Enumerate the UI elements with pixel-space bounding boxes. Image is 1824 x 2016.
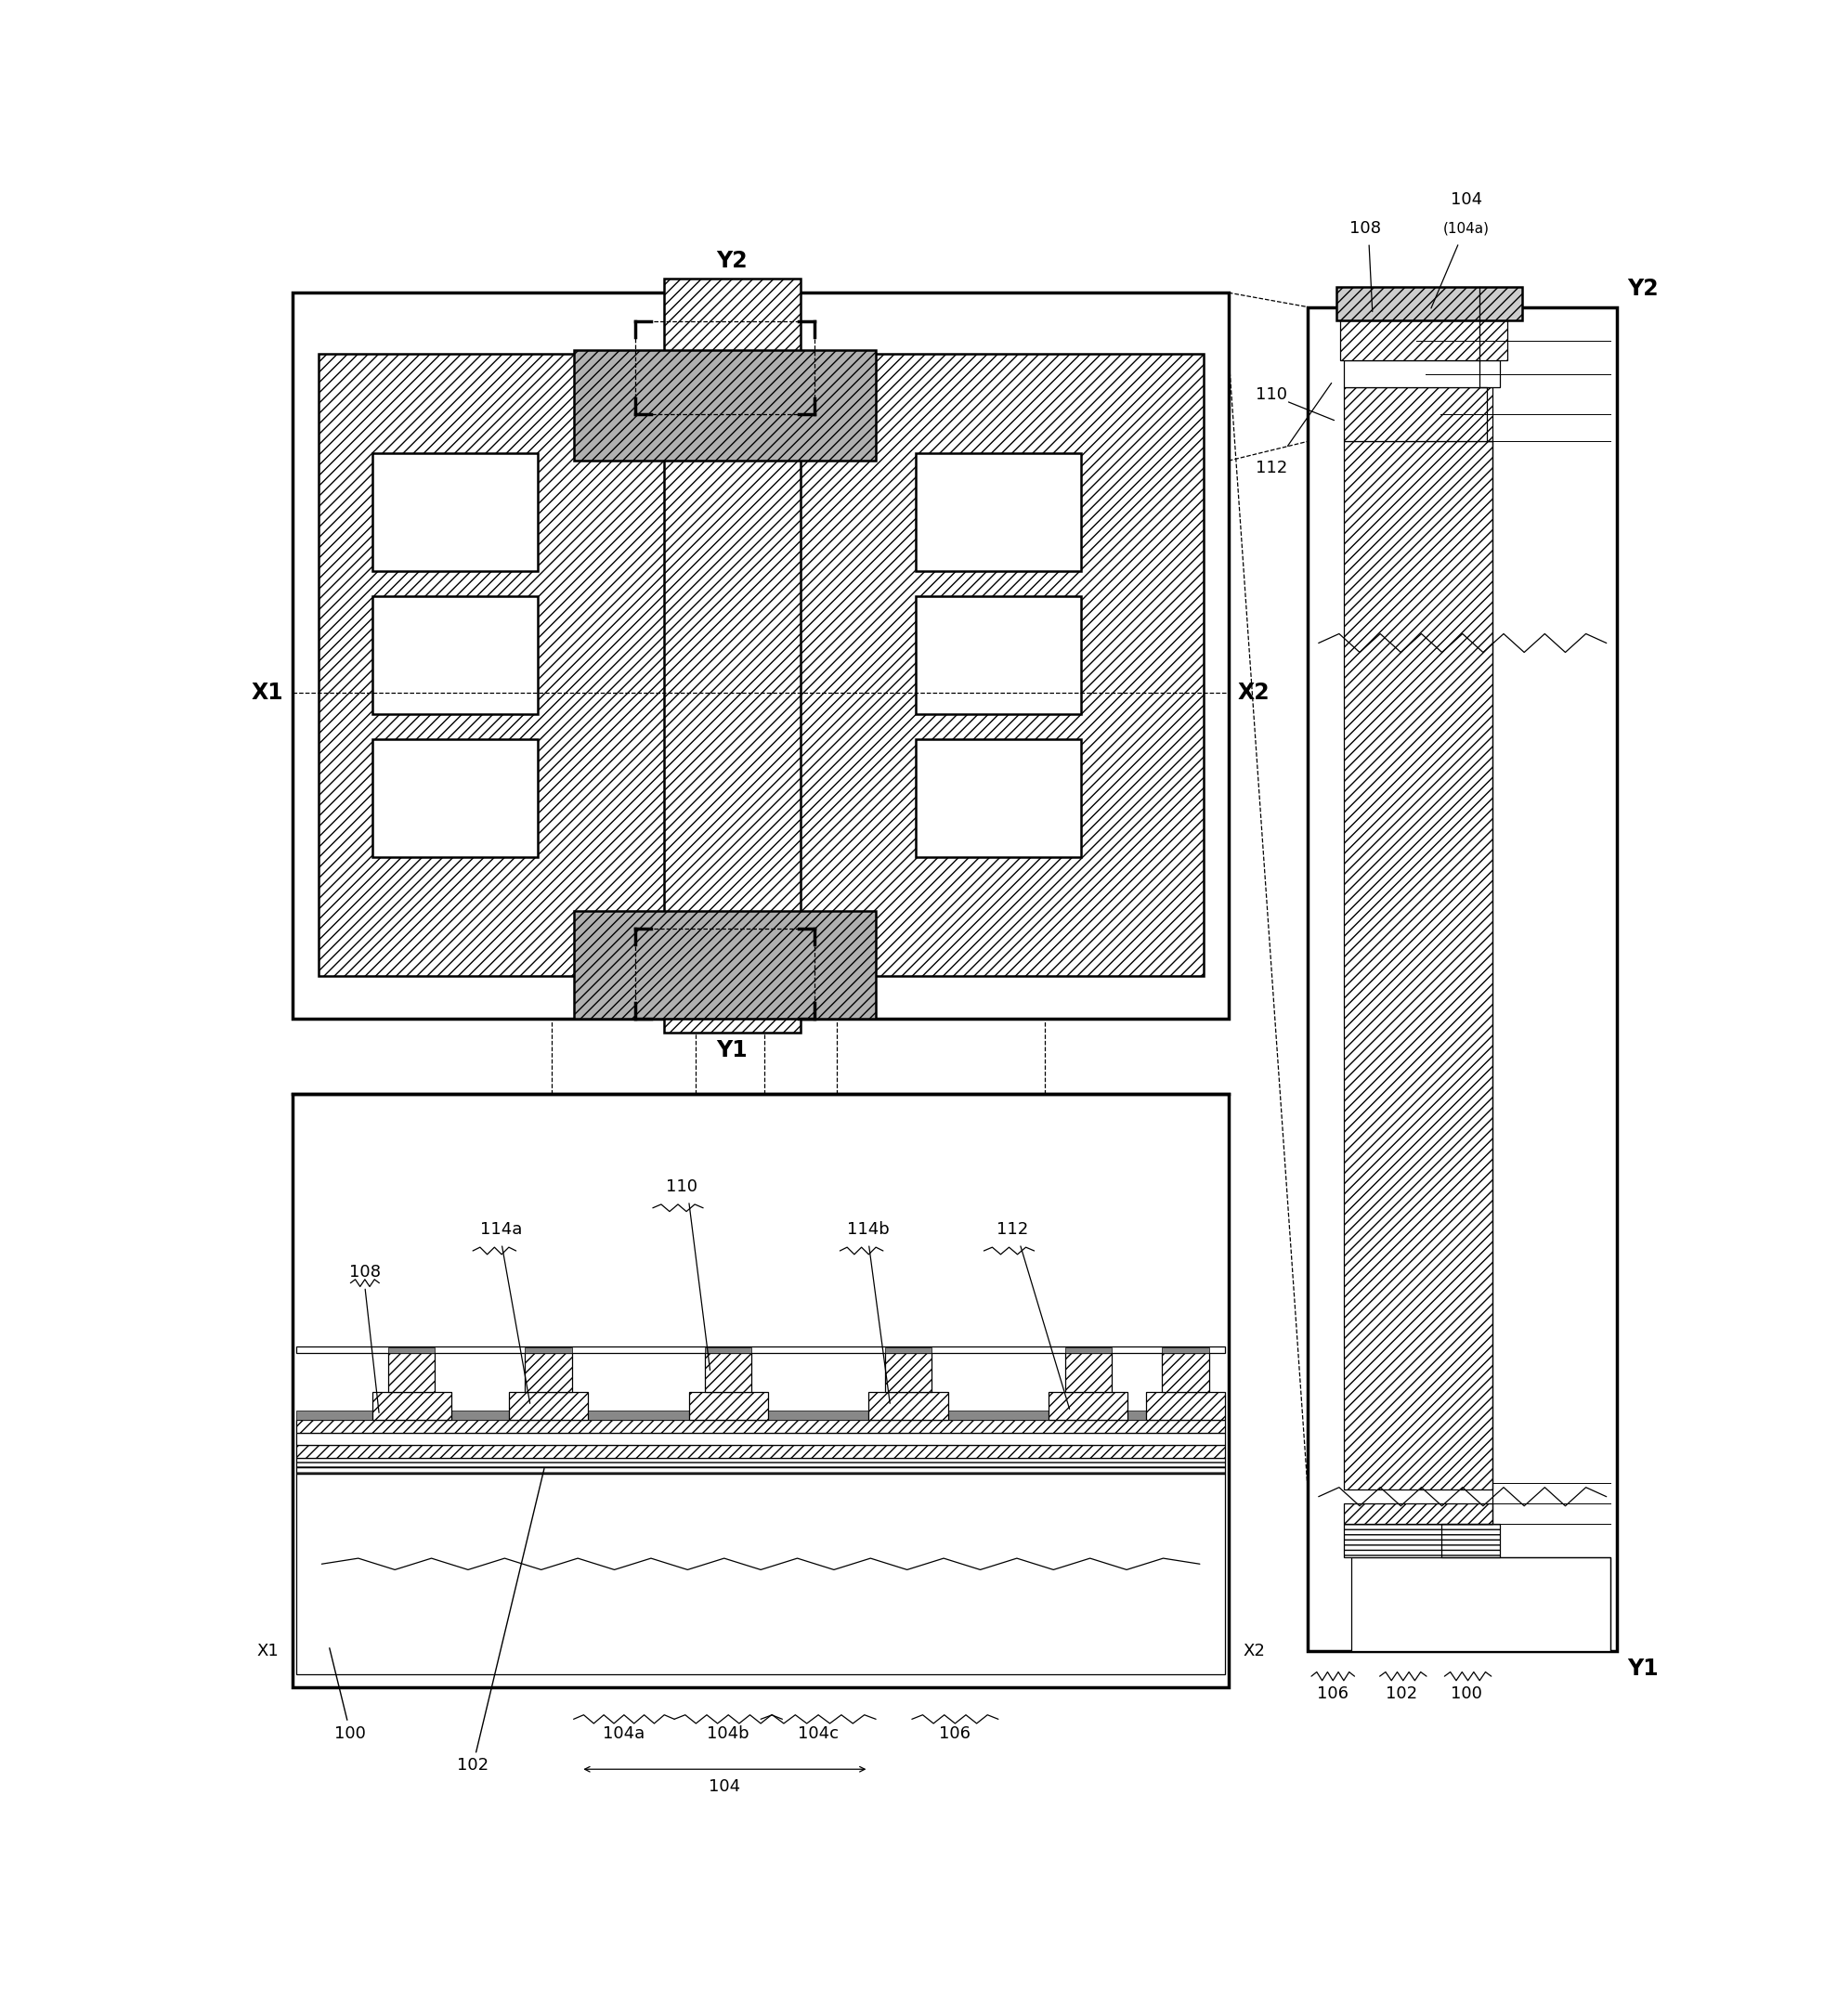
Bar — [525, 1353, 571, 1393]
Bar — [688, 1393, 768, 1419]
Bar — [1049, 1393, 1127, 1419]
Bar — [295, 1411, 1224, 1419]
Text: 100: 100 — [330, 1647, 367, 1742]
Bar — [295, 1419, 1224, 1433]
Text: 104c: 104c — [797, 1726, 839, 1742]
Text: 104: 104 — [708, 1778, 741, 1796]
Bar — [573, 351, 876, 462]
Bar — [1145, 1393, 1224, 1419]
Text: Y1: Y1 — [1625, 1657, 1658, 1679]
Bar — [372, 1393, 451, 1419]
Bar — [1342, 1524, 1499, 1556]
Text: 102: 102 — [456, 1468, 544, 1774]
Bar — [916, 454, 1080, 573]
Text: (104a): (104a) — [1443, 222, 1488, 236]
Text: 108: 108 — [1350, 220, 1381, 236]
Text: 104b: 104b — [708, 1726, 750, 1742]
Text: 100: 100 — [1450, 1685, 1481, 1702]
Text: 104: 104 — [1450, 192, 1481, 208]
Text: 102: 102 — [1384, 1685, 1417, 1702]
Text: Y1: Y1 — [717, 1040, 748, 1062]
Bar — [1342, 361, 1499, 387]
Text: X2: X2 — [1237, 681, 1270, 704]
Text: X1: X1 — [257, 1643, 279, 1659]
Text: 106: 106 — [1317, 1685, 1348, 1702]
Bar — [295, 1474, 1224, 1673]
Bar — [1350, 1556, 1609, 1651]
Bar — [664, 278, 801, 1032]
Bar — [525, 1347, 571, 1353]
Bar — [292, 1093, 1228, 1687]
Bar — [372, 740, 538, 857]
Bar — [1063, 1353, 1111, 1393]
Bar — [372, 454, 538, 573]
Bar — [292, 292, 1228, 1018]
Bar — [885, 1353, 932, 1393]
Text: 110: 110 — [666, 1177, 697, 1195]
Bar — [573, 911, 876, 1018]
Bar — [885, 1347, 932, 1353]
Bar — [295, 1347, 1224, 1353]
Bar — [1339, 321, 1507, 361]
Bar — [389, 1347, 434, 1353]
Bar — [868, 1393, 947, 1419]
Text: 114b: 114b — [846, 1222, 890, 1238]
Text: 114a: 114a — [480, 1222, 522, 1238]
Bar — [1162, 1347, 1207, 1353]
Text: X1: X1 — [252, 681, 285, 704]
Text: 112: 112 — [996, 1222, 1029, 1238]
Bar — [1308, 306, 1616, 1651]
Bar — [1162, 1353, 1207, 1393]
Text: 112: 112 — [1255, 460, 1288, 476]
Bar — [1063, 1347, 1111, 1353]
Bar — [317, 353, 1202, 976]
Text: X2: X2 — [1242, 1643, 1264, 1659]
Bar — [704, 1347, 751, 1353]
Text: 108: 108 — [348, 1264, 381, 1280]
Text: 110: 110 — [1255, 385, 1288, 403]
Bar — [389, 1353, 434, 1393]
Bar — [295, 1433, 1224, 1445]
Text: 104a: 104a — [602, 1726, 644, 1742]
Text: Y2: Y2 — [717, 250, 748, 272]
Bar — [509, 1393, 587, 1419]
Bar — [1335, 286, 1521, 321]
Text: Y2: Y2 — [1625, 278, 1658, 300]
Bar — [1342, 1504, 1492, 1524]
Bar — [1342, 387, 1492, 442]
Bar — [372, 597, 538, 714]
Bar — [916, 597, 1080, 714]
Bar — [704, 1353, 751, 1393]
Bar — [295, 1458, 1224, 1474]
Bar — [916, 740, 1080, 857]
Bar — [1342, 442, 1492, 1490]
Bar — [295, 1445, 1224, 1458]
Text: 106: 106 — [939, 1726, 970, 1742]
